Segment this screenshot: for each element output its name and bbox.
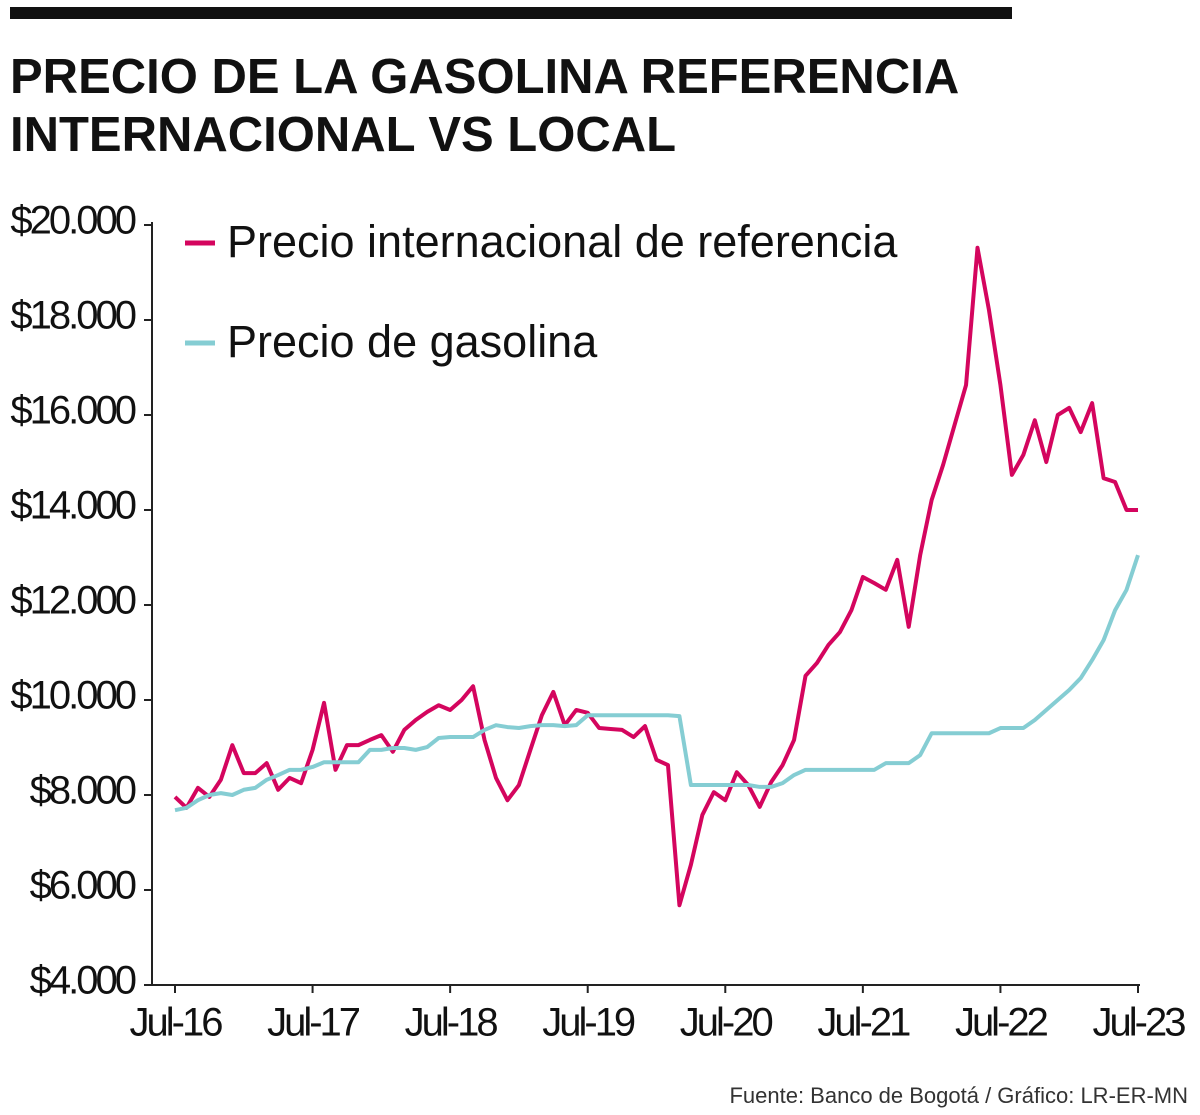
x-tick-label: Jul-23 bbox=[1093, 1001, 1186, 1045]
legend-label: Precio de gasolina bbox=[227, 316, 598, 367]
y-tick-label: $14.000 bbox=[10, 484, 135, 528]
x-tick-label: Jul-20 bbox=[680, 1001, 773, 1045]
x-tick-label: Jul-22 bbox=[955, 1001, 1048, 1045]
x-tick-label: Jul-16 bbox=[130, 1001, 223, 1045]
y-tick-label: $8.000 bbox=[30, 769, 136, 813]
y-tick-label: $4.000 bbox=[30, 959, 136, 1003]
x-tick-label: Jul-18 bbox=[405, 1001, 498, 1045]
y-tick-label: $6.000 bbox=[30, 864, 136, 908]
x-tick-label: Jul-19 bbox=[542, 1001, 635, 1045]
y-tick-label: $20.000 bbox=[10, 199, 135, 243]
source: Fuente: Banco de Bogotá / Gráfico: LR-ER… bbox=[729, 1083, 1188, 1108]
x-tick-label: Jul-17 bbox=[267, 1001, 360, 1045]
line-series bbox=[173, 245, 1138, 908]
y-tick-label: $10.000 bbox=[10, 674, 135, 718]
legend-label: Precio internacional de referencia bbox=[227, 216, 898, 267]
y-tick-label: $18.000 bbox=[10, 294, 135, 338]
y-tick-label: $16.000 bbox=[10, 389, 135, 433]
chart-title: PRECIO DE LA GASOLINA REFERENCIA bbox=[10, 50, 959, 104]
top-bar bbox=[10, 7, 1012, 19]
chart-title: INTERNACIONAL VS LOCAL bbox=[10, 108, 676, 162]
y-tick-label: $12.000 bbox=[10, 579, 135, 623]
x-tick-label: Jul-21 bbox=[817, 1001, 910, 1045]
line-series bbox=[174, 554, 1140, 813]
